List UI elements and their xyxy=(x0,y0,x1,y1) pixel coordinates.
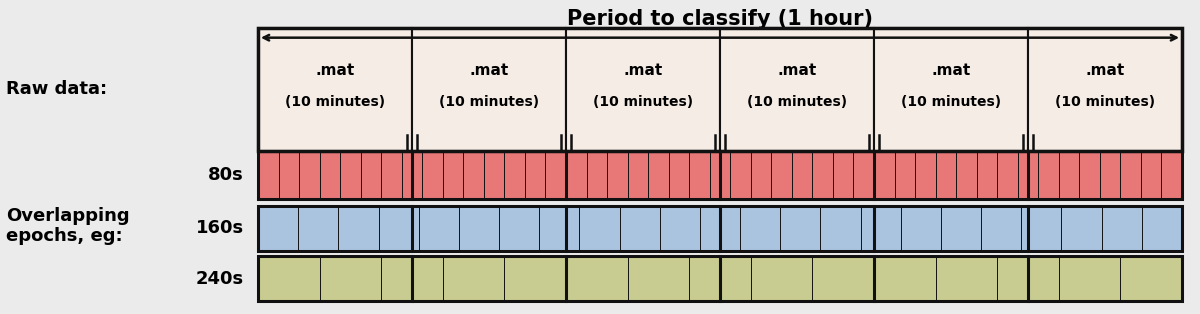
Bar xyxy=(1028,28,1182,151)
Text: 160s: 160s xyxy=(196,219,244,237)
Bar xyxy=(258,28,1182,151)
Text: (10 minutes): (10 minutes) xyxy=(439,95,539,109)
Bar xyxy=(412,28,566,151)
Bar xyxy=(720,28,874,151)
Text: .mat: .mat xyxy=(316,63,355,78)
Text: (10 minutes): (10 minutes) xyxy=(746,95,847,109)
Bar xyxy=(566,28,720,151)
Text: Overlapping
epochs, eg:: Overlapping epochs, eg: xyxy=(6,207,130,246)
Text: .mat: .mat xyxy=(469,63,509,78)
Text: Period to classify (1 hour): Period to classify (1 hour) xyxy=(568,9,874,30)
Text: .mat: .mat xyxy=(623,63,662,78)
Text: .mat: .mat xyxy=(1085,63,1124,78)
Bar xyxy=(874,28,1028,151)
Text: 240s: 240s xyxy=(196,270,244,288)
Text: (10 minutes): (10 minutes) xyxy=(284,95,385,109)
Bar xyxy=(258,256,1182,301)
Text: 80s: 80s xyxy=(208,166,244,184)
Text: (10 minutes): (10 minutes) xyxy=(901,95,1001,109)
Bar xyxy=(258,28,412,151)
Bar xyxy=(258,151,1182,199)
Text: .mat: .mat xyxy=(931,63,971,78)
Text: (10 minutes): (10 minutes) xyxy=(1055,95,1156,109)
Text: .mat: .mat xyxy=(778,63,817,78)
Text: Raw data:: Raw data: xyxy=(6,80,107,99)
Bar xyxy=(258,206,1182,251)
Text: (10 minutes): (10 minutes) xyxy=(593,95,694,109)
